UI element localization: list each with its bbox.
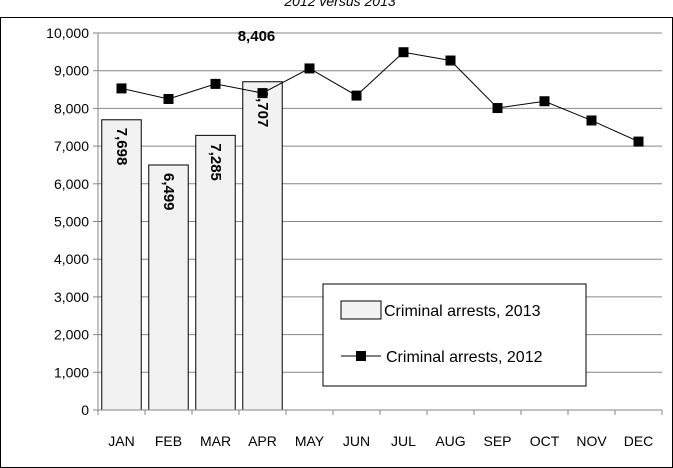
bar-data-label: 6,499 [160, 173, 177, 211]
line-point [539, 96, 550, 107]
x-tick-label: JUN [343, 433, 370, 449]
x-tick-label: DEC [624, 433, 654, 449]
y-tick-label: 10,000 [46, 25, 89, 41]
y-tick-label: 6,000 [54, 176, 89, 192]
x-tick-label: NOV [576, 433, 607, 449]
line-layer [116, 47, 644, 147]
x-tick-label: JUL [391, 433, 416, 449]
legend-label-2012: Criminal arrests, 2012 [386, 349, 543, 366]
bar [242, 81, 283, 411]
legend-box [322, 283, 587, 387]
line-point [163, 93, 174, 104]
legend: Criminal arrests, 2013 Criminal arrests,… [322, 283, 587, 387]
y-tick-label: 2,000 [54, 327, 89, 343]
line-point [633, 136, 644, 147]
y-tick-label: 0 [81, 402, 89, 418]
x-tick-label: AUG [435, 433, 465, 449]
x-tick-label: FEB [155, 433, 182, 449]
x-tick-label: JAN [108, 433, 134, 449]
y-tick-label: 8,000 [54, 100, 89, 116]
line-point [304, 63, 315, 74]
x-tick-label: MAY [295, 433, 325, 449]
y-tick-label: 7,000 [54, 138, 89, 154]
legend-swatch-2013 [340, 300, 382, 320]
line-point [210, 78, 221, 89]
line-data-label: 8,406 [238, 28, 276, 45]
chart-title: 2012 versus 2013 [283, 0, 396, 9]
label-layer: 7,698 6,499 7,285 8,707 8,406 [113, 28, 275, 210]
series-line-2012 [121, 51, 639, 143]
legend-label-2013: Criminal arrests, 2013 [384, 303, 541, 320]
y-tick-label: 5,000 [54, 214, 89, 230]
bar-data-label: 7,285 [207, 143, 224, 181]
legend-marker-2012 [356, 351, 366, 361]
y-tick-label: 3,000 [54, 289, 89, 305]
line-point [492, 103, 503, 114]
x-tick-label: OCT [530, 433, 560, 449]
line-point [351, 90, 362, 101]
x-tick-label: MAR [200, 433, 231, 449]
y-tick-label: 9,000 [54, 63, 89, 79]
y-tick-label: 4,000 [54, 251, 89, 267]
bar [101, 119, 142, 411]
bar-data-label: 8,707 [254, 90, 271, 128]
x-tick-label: SEP [483, 433, 511, 449]
line-point [398, 47, 409, 58]
line-point [257, 88, 268, 99]
axis-layer: 0 1,000 2,000 3,000 4,000 5,000 6,000 7,000 8,00… [46, 25, 663, 449]
line-point [586, 115, 597, 126]
bar-data-label: 7,698 [113, 128, 130, 166]
x-tick-label: APR [248, 433, 277, 449]
bar [195, 134, 236, 411]
line-point [445, 55, 456, 66]
line-point [116, 83, 127, 94]
y-tick-label: 1,000 [54, 364, 89, 380]
